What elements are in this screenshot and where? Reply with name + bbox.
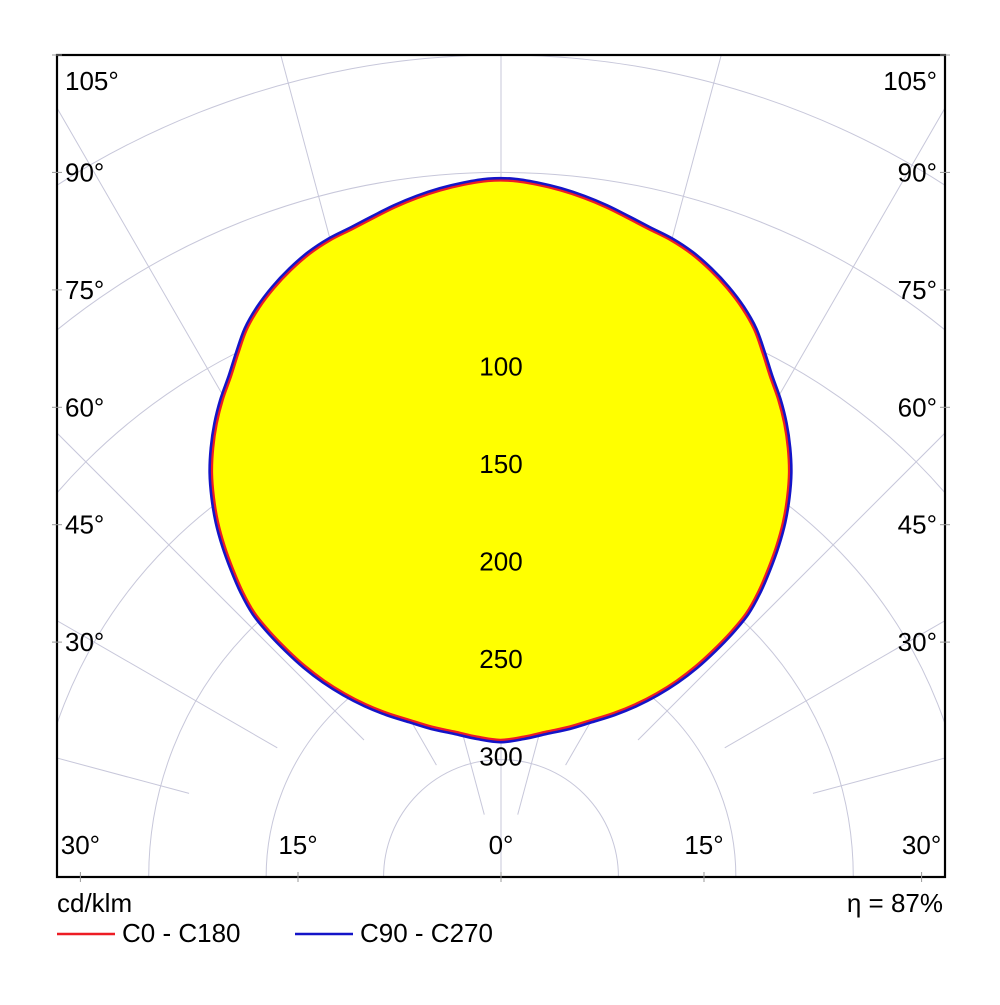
svg-text:150: 150: [479, 449, 522, 479]
svg-text:45°: 45°: [65, 510, 104, 540]
svg-text:30°: 30°: [61, 830, 100, 860]
svg-text:105°: 105°: [65, 66, 119, 96]
svg-text:60°: 60°: [898, 392, 937, 422]
svg-text:30°: 30°: [898, 627, 937, 657]
svg-text:η = 87%: η = 87%: [847, 888, 943, 918]
svg-text:200: 200: [479, 546, 522, 576]
svg-text:15°: 15°: [684, 830, 723, 860]
svg-text:90°: 90°: [65, 157, 104, 187]
svg-text:45°: 45°: [898, 510, 937, 540]
svg-text:300: 300: [479, 741, 522, 771]
svg-text:C0 - C180: C0 - C180: [122, 918, 241, 948]
svg-text:15°: 15°: [278, 830, 317, 860]
svg-text:0°: 0°: [489, 830, 514, 860]
svg-text:30°: 30°: [902, 830, 941, 860]
svg-text:C90 - C270: C90 - C270: [360, 918, 493, 948]
svg-text:250: 250: [479, 644, 522, 674]
svg-text:75°: 75°: [65, 275, 104, 305]
svg-text:60°: 60°: [65, 392, 104, 422]
svg-text:75°: 75°: [898, 275, 937, 305]
svg-text:105°: 105°: [883, 66, 937, 96]
svg-text:cd/klm: cd/klm: [57, 888, 132, 918]
svg-text:30°: 30°: [65, 627, 104, 657]
svg-text:90°: 90°: [898, 157, 937, 187]
svg-text:100: 100: [479, 351, 522, 381]
